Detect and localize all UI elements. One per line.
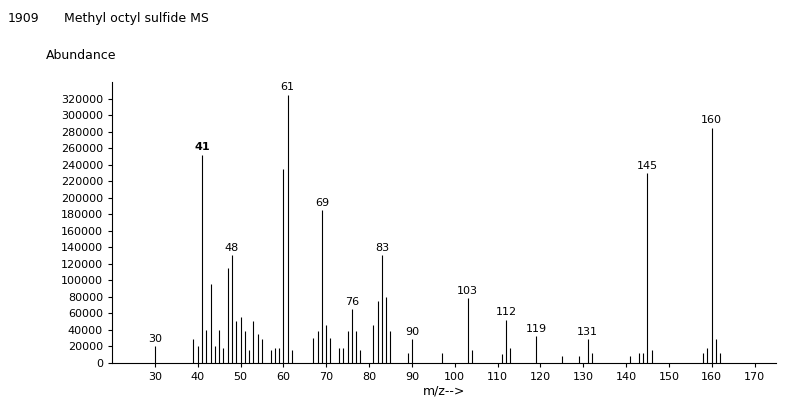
Text: 69: 69 xyxy=(315,198,329,208)
Text: 145: 145 xyxy=(637,161,658,171)
Text: 30: 30 xyxy=(148,334,162,344)
Text: 1909: 1909 xyxy=(8,12,40,26)
Text: Methyl octyl sulfide MS: Methyl octyl sulfide MS xyxy=(64,12,209,26)
Text: 160: 160 xyxy=(702,115,722,125)
Text: 131: 131 xyxy=(577,327,598,337)
Text: 76: 76 xyxy=(345,297,359,307)
Text: 83: 83 xyxy=(375,243,389,253)
Text: 119: 119 xyxy=(526,324,546,334)
Text: 61: 61 xyxy=(281,82,294,92)
Text: 41: 41 xyxy=(194,143,210,152)
Text: 48: 48 xyxy=(225,243,239,253)
Text: 112: 112 xyxy=(495,307,517,317)
Text: 90: 90 xyxy=(405,327,419,337)
Text: 103: 103 xyxy=(457,286,478,296)
X-axis label: m/z-->: m/z--> xyxy=(423,384,465,397)
Text: Abundance: Abundance xyxy=(46,49,116,62)
